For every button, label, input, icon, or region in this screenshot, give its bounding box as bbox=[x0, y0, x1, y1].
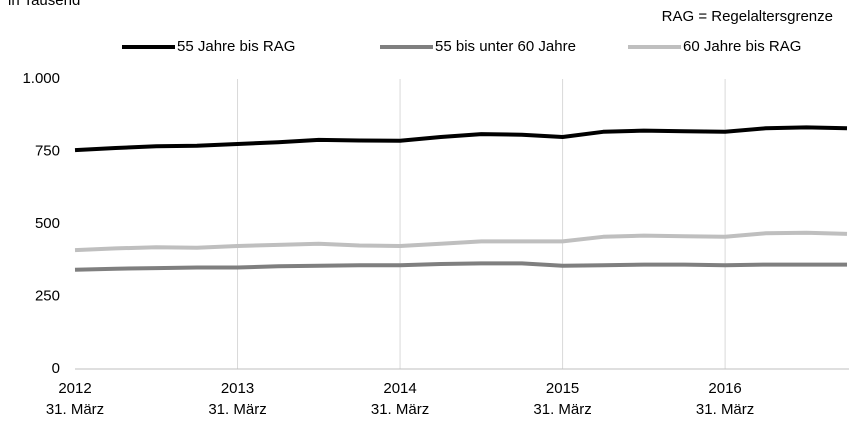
y-tick-label: 250 bbox=[35, 287, 60, 304]
annotation: RAG = Regelaltersgrenze bbox=[662, 8, 833, 25]
legend-label: 55 bis unter 60 Jahre bbox=[435, 38, 576, 55]
subtitle: in Tausend bbox=[8, 0, 80, 9]
y-tick-label: 500 bbox=[35, 215, 60, 232]
x-tick-label: 2013 bbox=[221, 380, 254, 397]
y-tick-label: 1.000 bbox=[22, 70, 60, 87]
x-tick-label: 2016 bbox=[708, 380, 741, 397]
x-tick-sublabel: 31. März bbox=[371, 401, 429, 418]
x-tick-label: 2014 bbox=[383, 380, 416, 397]
x-tick-label: 2015 bbox=[546, 380, 579, 397]
x-tick-label: 2012 bbox=[58, 380, 91, 397]
series-line bbox=[74, 261, 847, 272]
legend-label: 60 Jahre bis RAG bbox=[683, 38, 801, 55]
x-tick-sublabel: 31. März bbox=[696, 401, 754, 418]
x-tick-sublabel: 31. März bbox=[208, 401, 266, 418]
y-tick-label: 750 bbox=[35, 142, 60, 159]
x-tick-sublabel: 31. März bbox=[46, 401, 104, 418]
legend-label: 55 Jahre bis RAG bbox=[177, 38, 295, 55]
series-line bbox=[74, 125, 848, 153]
y-tick-label: 0 bbox=[52, 360, 60, 377]
x-tick-sublabel: 31. März bbox=[533, 401, 591, 418]
series-line bbox=[74, 230, 848, 253]
